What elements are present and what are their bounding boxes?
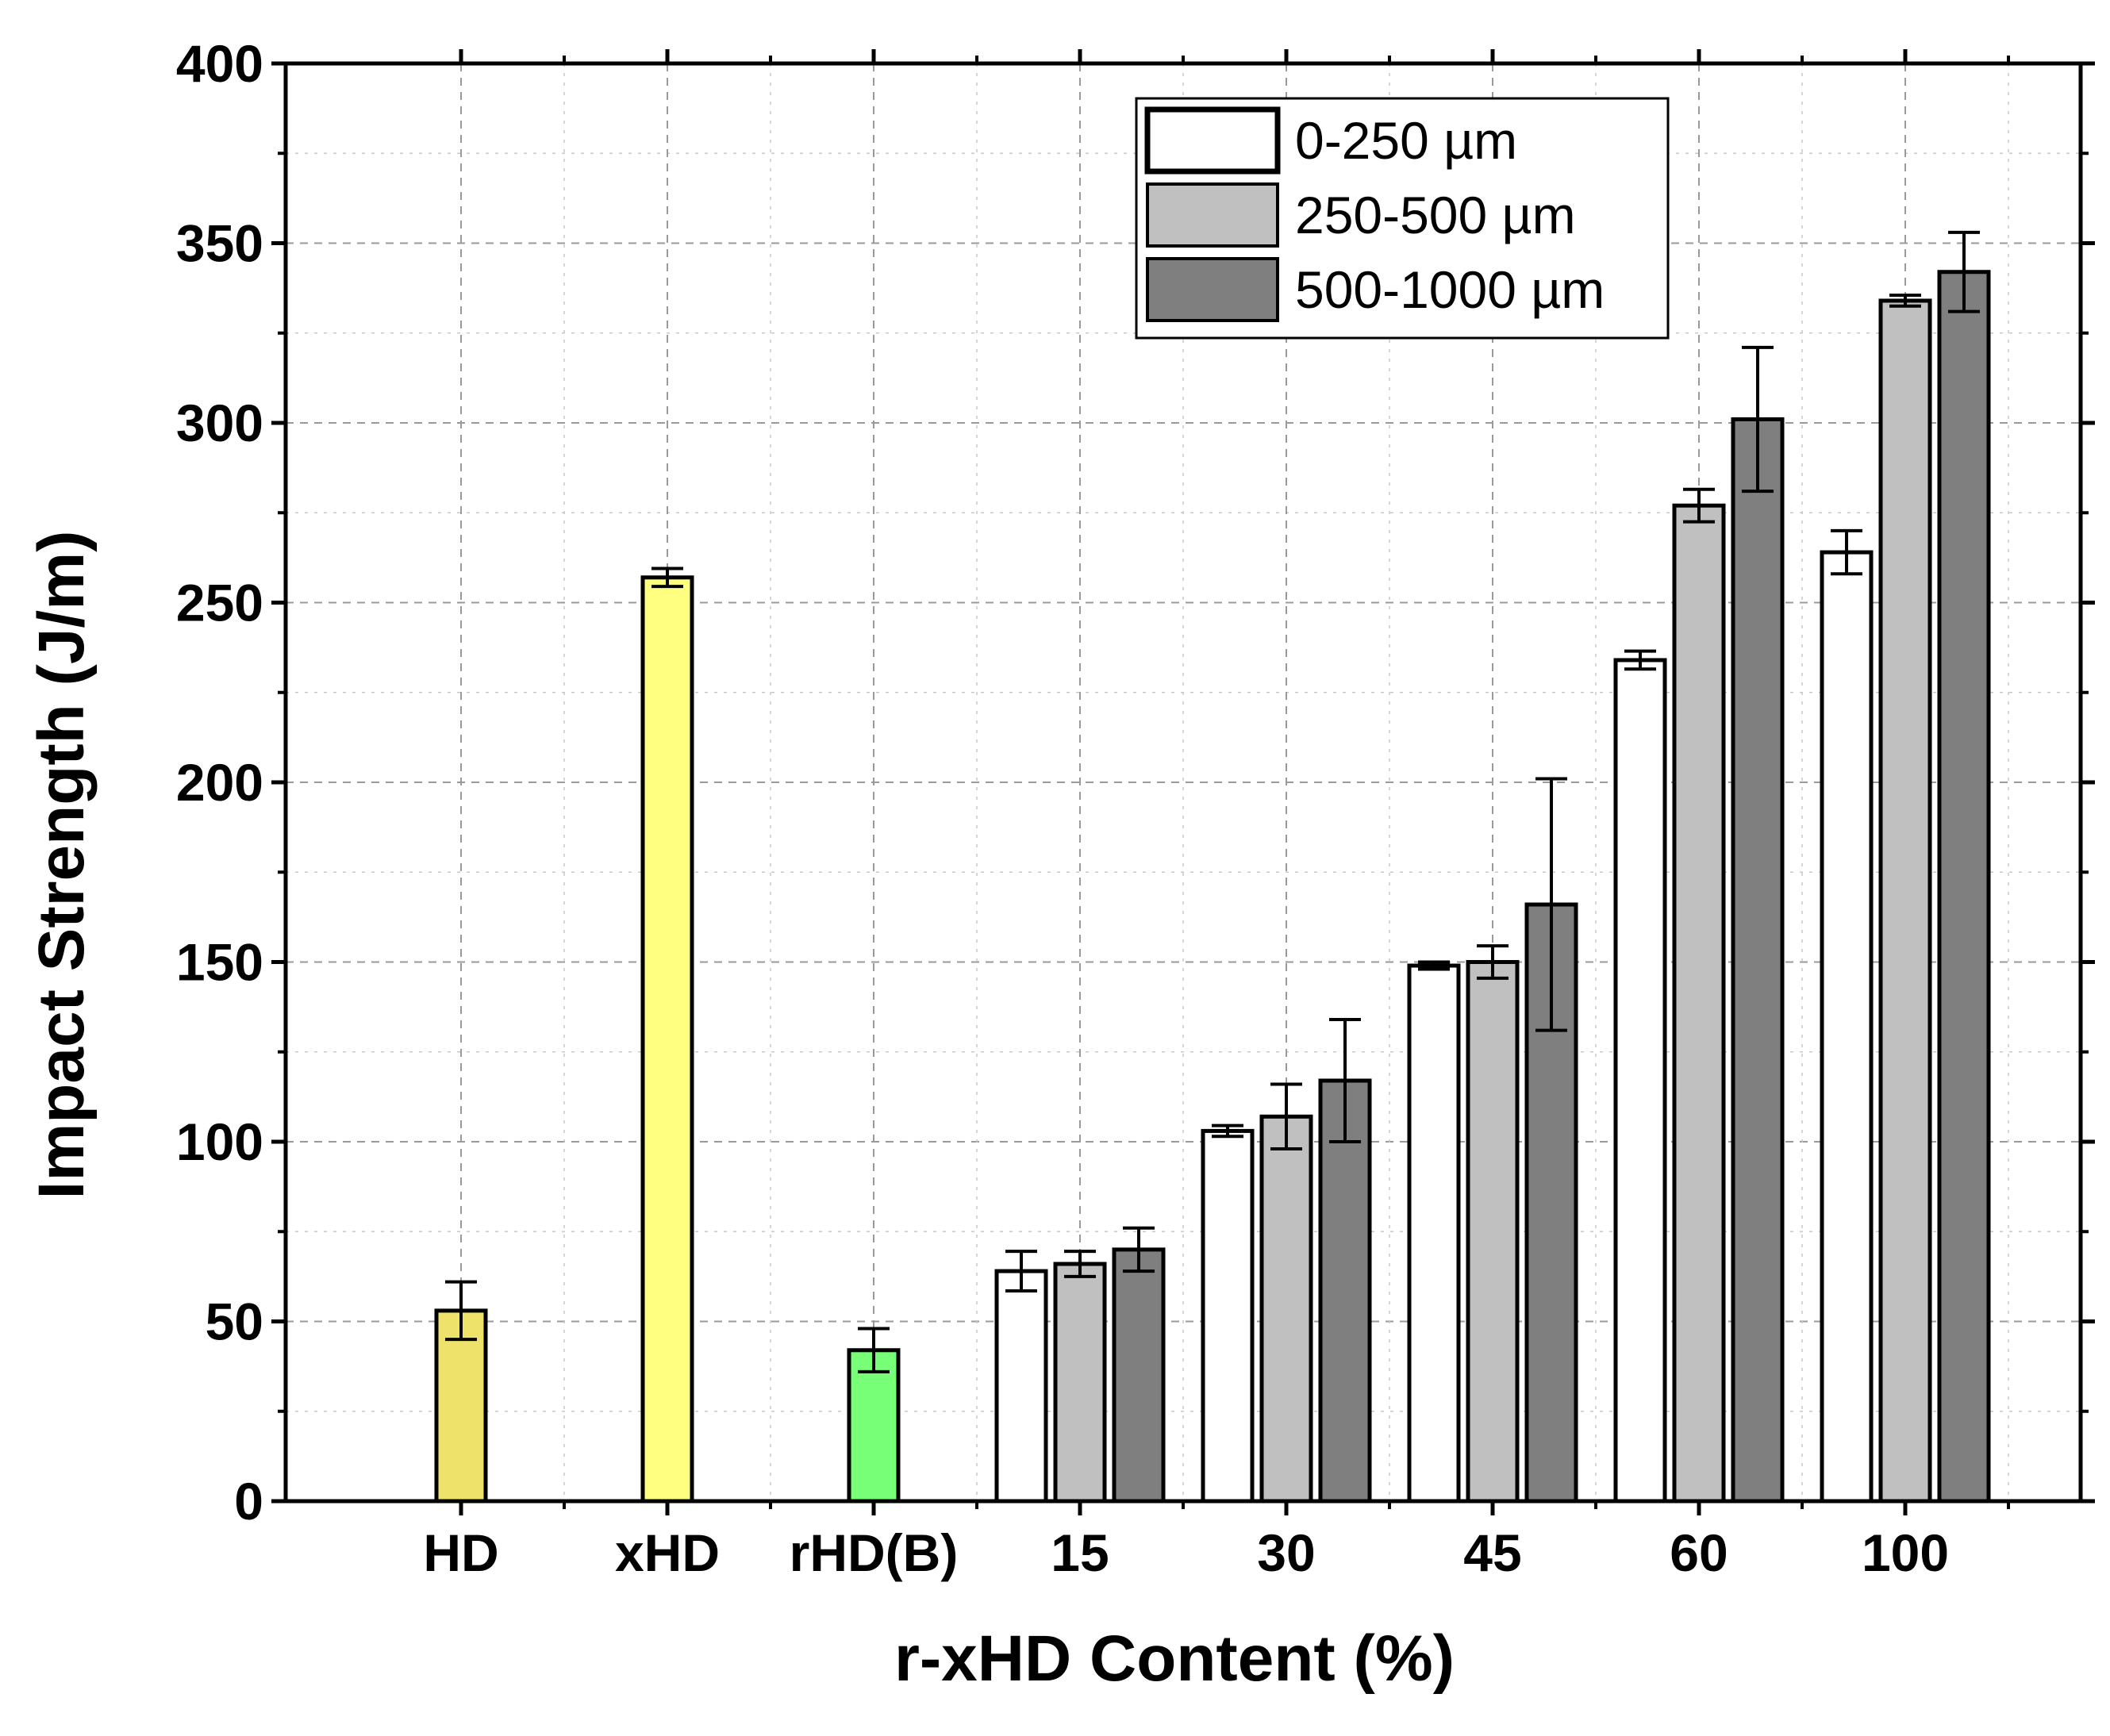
y-tick-label: 150 (176, 933, 263, 992)
y-tick-label: 200 (176, 753, 263, 812)
bars (434, 230, 1991, 1504)
bar-HD (434, 1308, 488, 1504)
y-tick-label: 350 (176, 214, 263, 273)
y-tick-label: 0 (234, 1472, 263, 1531)
y-tick-label: 400 (176, 34, 263, 93)
y-tick-label: 50 (206, 1292, 263, 1351)
legend-label: 250-500 µm (1295, 186, 1576, 244)
x-tick-label: 15 (1051, 1523, 1109, 1582)
bar-15-series-1 (1053, 1262, 1107, 1504)
x-tick-label: 30 (1257, 1523, 1315, 1582)
bar-60-series-2 (1731, 417, 1785, 1504)
legend-label: 500-1000 µm (1295, 260, 1605, 319)
y-tick-label: 300 (176, 394, 263, 452)
x-tick-label: 60 (1670, 1523, 1728, 1582)
bar-100-series-2 (1937, 270, 1991, 1504)
x-tick-label: rHD(B) (790, 1523, 959, 1582)
legend-label: 0-250 µm (1295, 111, 1517, 170)
bar-45-series-0 (1407, 963, 1461, 1504)
bar-30-series-2 (1318, 1078, 1372, 1504)
legend: 0-250 µm 250-500 µm 500-1000 µm (1135, 97, 1670, 340)
x-tick-label: HD (423, 1523, 498, 1582)
axes: 0 50 100 150 200 250 300 350 400 HD xHD rHD(B) 15 30 4… (176, 34, 2095, 1582)
y-tick-label: 250 (176, 574, 263, 632)
legend-swatch (1146, 182, 1279, 248)
bar-15-series-0 (994, 1269, 1048, 1504)
bar-30-series-0 (1201, 1128, 1255, 1504)
x-tick-label: xHD (615, 1523, 720, 1582)
x-axis-title: r-xHD Content (%) (894, 1623, 1455, 1695)
bar-15-series-2 (1112, 1247, 1166, 1504)
bar-30-series-1 (1259, 1114, 1313, 1504)
bar-60-series-1 (1672, 503, 1726, 1504)
x-tick-label: 45 (1463, 1523, 1521, 1582)
bar-60-series-0 (1613, 658, 1667, 1504)
bar-100-series-1 (1878, 298, 1932, 1504)
bar-45-series-1 (1466, 960, 1520, 1504)
y-axis-title: Impact Strength (J/m) (25, 531, 98, 1200)
bar-100-series-0 (1820, 550, 1874, 1504)
y-tick-label: 100 (176, 1112, 263, 1171)
x-tick-label: 100 (1862, 1523, 1949, 1582)
legend-swatch (1144, 106, 1281, 175)
legend-swatch (1146, 257, 1279, 322)
bar-xHD (640, 575, 694, 1504)
